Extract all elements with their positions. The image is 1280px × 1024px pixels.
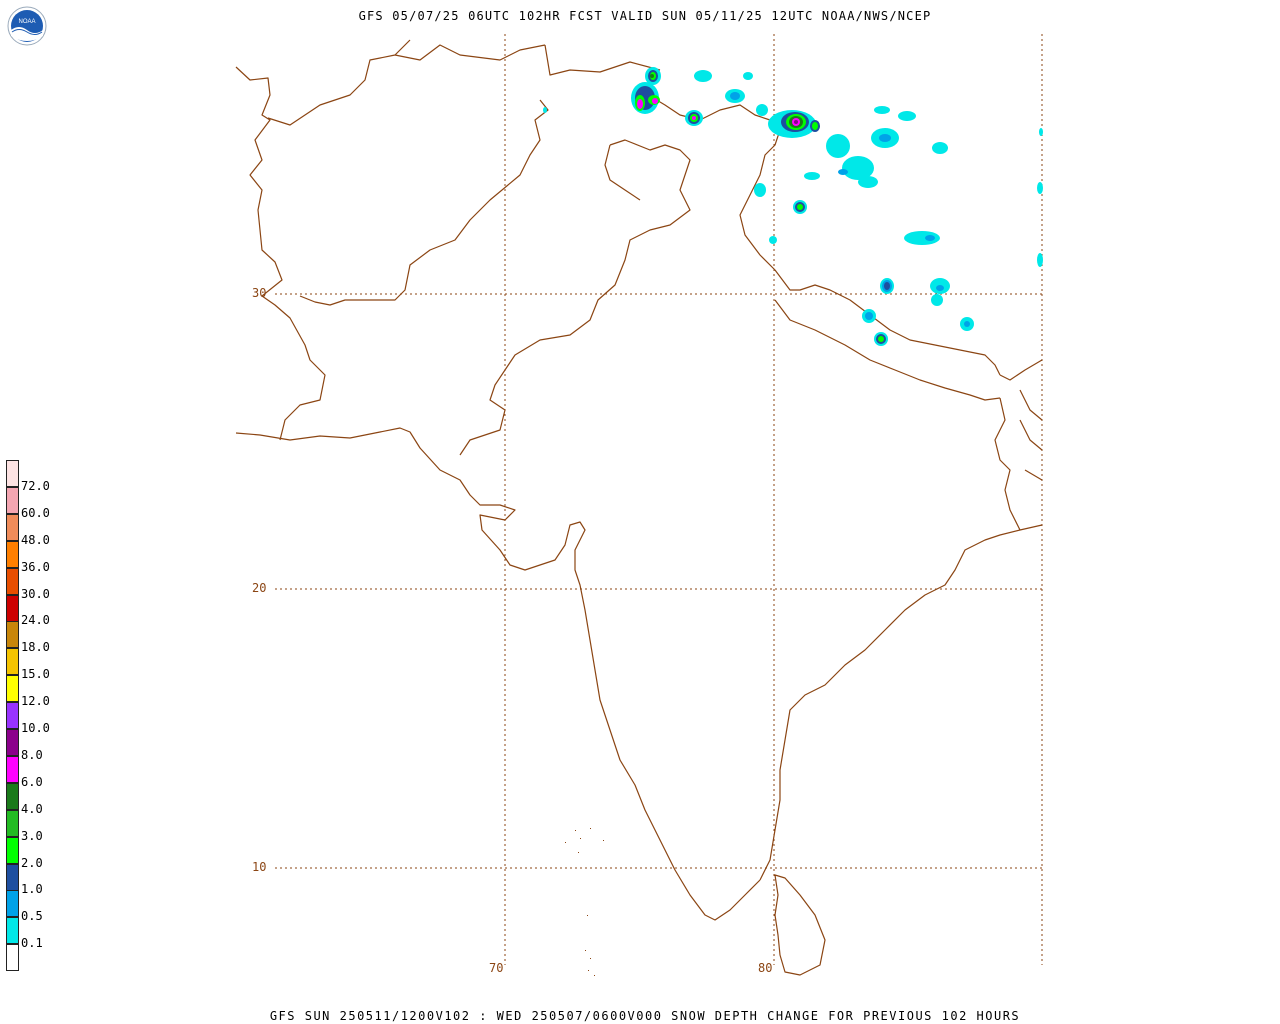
legend-swatch <box>6 782 19 810</box>
legend-swatch <box>6 675 19 703</box>
legend-value: 2.0 <box>21 855 43 870</box>
legend-value: 18.0 <box>21 640 50 655</box>
legend-swatch <box>6 755 19 783</box>
legend-value: 0.1 <box>21 936 43 951</box>
legend-swatch <box>6 863 19 891</box>
legend-value: 4.0 <box>21 801 43 816</box>
legend-value: 60.0 <box>21 505 50 520</box>
legend-swatch <box>6 702 19 730</box>
islands <box>565 828 604 976</box>
legend-value: 15.0 <box>21 667 50 682</box>
legend-value: 8.0 <box>21 747 43 762</box>
chart-footer: GFS SUN 250511/1200V102 : WED 250507/060… <box>269 1009 1021 1023</box>
legend-value: 6.0 <box>21 774 43 789</box>
lat-label-20: 20 <box>252 581 267 595</box>
legend-swatch <box>6 594 19 622</box>
legend-swatch <box>6 621 19 649</box>
legend-value: 48.0 <box>21 532 50 547</box>
legend-value: 24.0 <box>21 613 50 628</box>
coastline-borders <box>235 39 1043 976</box>
legend-value: 12.0 <box>21 694 50 709</box>
legend-value: 3.0 <box>21 828 43 843</box>
chart-title: GFS 05/07/25 06UTC 102HR FCST VALID SUN … <box>358 9 932 23</box>
legend-value: 30.0 <box>21 586 50 601</box>
legend-swatch <box>6 513 19 541</box>
logo-text: NOAA <box>18 19 35 25</box>
legend-swatch <box>6 648 19 676</box>
legend-value: 0.5 <box>21 909 43 924</box>
legend-swatch <box>6 729 19 756</box>
legend-swatch <box>6 460 19 487</box>
legend-swatch <box>6 917 19 945</box>
lat-label-10: 10 <box>252 860 267 874</box>
legend-swatch <box>6 540 19 568</box>
legend-swatch <box>6 836 19 864</box>
legend-swatch <box>6 486 19 514</box>
legend-swatch <box>6 890 19 918</box>
legend-swatch <box>6 567 19 595</box>
snow-depth-field <box>543 67 1043 346</box>
legend-value: 72.0 <box>21 478 50 493</box>
lon-label-70: 70 <box>489 961 504 975</box>
noaa-logo-icon: NOAA <box>7 6 47 46</box>
legend-swatch <box>6 944 19 972</box>
lon-label-80: 80 <box>758 961 773 975</box>
graticule <box>275 34 1043 965</box>
legend-value: 10.0 <box>21 721 50 735</box>
lat-label-30: 30 <box>252 286 267 300</box>
legend-swatch <box>6 809 19 837</box>
legend-value: 1.0 <box>21 882 43 897</box>
legend-value: 36.0 <box>21 559 50 574</box>
